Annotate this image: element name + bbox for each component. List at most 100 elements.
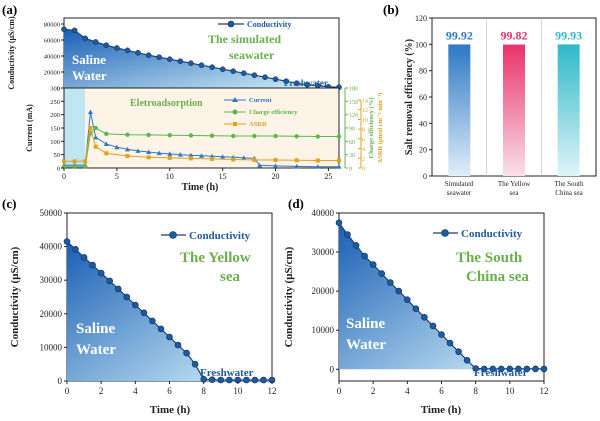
panel-d-saline: Saline xyxy=(346,316,386,332)
panel-d-point-8 xyxy=(403,296,411,304)
panel-c-freshwater: Freshwater xyxy=(200,367,254,379)
legend-current-marker xyxy=(232,97,238,102)
panel-c-point-11 xyxy=(157,325,165,333)
lower-series-0-point-11 xyxy=(167,151,173,156)
panel-d-point-3 xyxy=(361,252,368,260)
panel-c-ytick-0: 0 xyxy=(58,376,63,386)
panel-d-point-17 xyxy=(480,365,488,373)
lower-series-0-point-4 xyxy=(93,134,99,140)
lower-series-2-point-6 xyxy=(125,154,130,158)
panel-d-point-2 xyxy=(352,242,360,249)
panel-c-point-21 xyxy=(243,376,250,384)
lower-series-0-point-8 xyxy=(135,148,141,153)
lower-ytick-2: 100 xyxy=(50,139,60,146)
panel-d-point-9 xyxy=(412,305,420,313)
lower-series-1-point-1 xyxy=(72,164,77,169)
charge-ytick-0: 0 xyxy=(349,167,352,173)
panel-c-point-2 xyxy=(80,254,88,261)
panel-c-saline: Saline xyxy=(76,321,116,337)
charge-axis-label: Charge efficiency (%) xyxy=(368,97,375,158)
panel-d-ytick-4: 40000 xyxy=(312,208,335,218)
lower-series-2-point-16 xyxy=(337,158,341,163)
lower-series-1-point-13 xyxy=(273,133,278,139)
legend-asrr-marker xyxy=(233,122,237,126)
lower-ytick-1: 50 xyxy=(54,152,61,159)
lower-series-0-point-22 xyxy=(294,163,300,169)
panel-d-point-23 xyxy=(532,365,539,373)
asrr-axis-label: ASRR (μmol cm⁻² min⁻¹) xyxy=(377,93,384,164)
panel-d-water: Water xyxy=(346,337,386,353)
panel-c-ytick-2: 20000 xyxy=(40,309,63,319)
panel-a-point-23 xyxy=(304,81,311,88)
lower-series-2-point-2 xyxy=(83,159,88,164)
lower-series-0-point-7 xyxy=(124,146,130,152)
panel-a-point-3 xyxy=(92,39,99,45)
panel-d-point-19 xyxy=(497,365,505,373)
panel-b-ytick-5: 100 xyxy=(415,40,427,49)
panel-d-point-14 xyxy=(455,348,462,356)
panel-d-point-24 xyxy=(540,365,548,373)
panel-d-point-1 xyxy=(344,231,351,238)
panel-a-point-19 xyxy=(262,74,268,81)
panel-b-cat3-line2: China sea xyxy=(555,189,583,197)
panel-c-xtick-4: 8 xyxy=(201,386,206,396)
bar-0 xyxy=(448,44,471,177)
bar-value-2: 99.93 xyxy=(555,28,582,42)
lower-xtick-2: 10 xyxy=(166,172,174,181)
panel-c-point-5 xyxy=(106,277,113,285)
panel-d-point-12 xyxy=(438,331,445,338)
panel-c-point-6 xyxy=(115,285,122,293)
lower-series-1-point-5 xyxy=(104,131,109,137)
panel-b-ytick-1: 20 xyxy=(419,146,427,155)
panel-a-point-14 xyxy=(209,64,215,71)
lower-series-1-point-11 xyxy=(231,133,236,139)
asrr-ytick-4: 8 xyxy=(362,128,365,134)
panel-b-ytick-4: 80 xyxy=(419,67,427,76)
panel-a-point-21 xyxy=(283,78,289,85)
lower-series-1-point-9 xyxy=(188,133,194,138)
panel-a-label: (a) xyxy=(2,2,17,17)
panel-a-ytick-1: 20000 xyxy=(44,70,60,77)
panel-a-legend-conductivity: Conductivity xyxy=(247,20,291,29)
panel-a-time-axis-label: Time (h) xyxy=(182,182,219,193)
panel-d-xtick-0: 0 xyxy=(337,386,342,396)
panel-c-point-14 xyxy=(183,349,190,357)
lower-ytick-3: 150 xyxy=(50,126,60,133)
panel-c-label: (c) xyxy=(2,196,16,211)
panel-c-point-23 xyxy=(260,376,267,384)
legend-charge-marker xyxy=(232,109,238,115)
panel-c-point-13 xyxy=(174,341,182,349)
panel-a-point-10 xyxy=(166,56,173,63)
lower-series-0-point-18 xyxy=(241,155,247,160)
bar-2 xyxy=(557,44,580,176)
panel-d-axis-label: Conductivity (μS/cm) xyxy=(283,246,295,347)
panel-b-ytick-6: 120 xyxy=(415,14,427,23)
panel-c-point-1 xyxy=(72,246,79,253)
panel-d-point-13 xyxy=(446,339,454,347)
panel-c-point-17 xyxy=(208,376,216,384)
lower-series-2-point-9 xyxy=(188,156,193,161)
lower-series-2-point-3 xyxy=(88,126,93,130)
panel-c-point-9 xyxy=(140,309,148,317)
panel-a-sim-label-2: seawater xyxy=(229,48,275,62)
lower-ytick-5: 250 xyxy=(50,99,60,106)
panel-a-conductivity-area xyxy=(64,29,339,88)
panel-a-point-20 xyxy=(272,76,279,83)
panel-a-water-label: Water xyxy=(72,68,107,83)
lower-series-2-point-15 xyxy=(315,158,320,163)
asrr-ytick-6: 12 xyxy=(362,108,368,114)
charge-ytick-4: 120 xyxy=(349,113,358,119)
panel-a-point-17 xyxy=(240,70,247,77)
panel-a-point-16 xyxy=(230,68,237,75)
charge-ytick-5: 150 xyxy=(349,100,358,106)
panel-c-point-8 xyxy=(132,301,139,309)
lower-series-0-point-9 xyxy=(146,149,152,154)
lower-series-1-point-8 xyxy=(167,133,172,138)
lower-series-1-point-4 xyxy=(93,125,98,131)
panel-c-xtick-2: 4 xyxy=(133,386,138,396)
panel-c-point-22 xyxy=(251,376,259,384)
charge-ytick-3: 90 xyxy=(349,127,355,133)
lower-series-2-point-8 xyxy=(167,155,172,160)
panel-a-point-22 xyxy=(293,80,300,87)
panel-c-point-0 xyxy=(63,238,71,245)
